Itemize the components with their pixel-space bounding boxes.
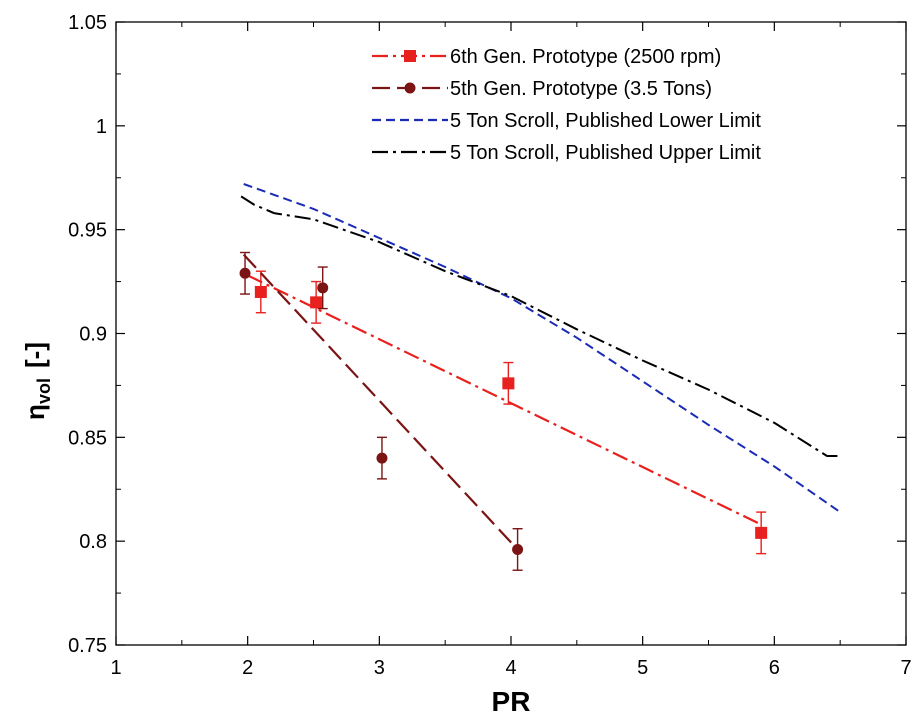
legend-label: 5 Ton Scroll, Published Upper Limit — [450, 142, 761, 164]
series-layer — [239, 183, 841, 571]
y-tick-label: 0.8 — [79, 531, 107, 553]
data-point — [502, 377, 515, 390]
data-point — [254, 285, 267, 298]
y-axis-title-unit: [-] — [20, 342, 50, 368]
x-axis-title: PR — [492, 686, 531, 717]
x-tick-label: 3 — [374, 657, 385, 679]
data-point — [239, 267, 251, 279]
fit-line — [247, 274, 762, 526]
y-tick-label: 0.75 — [68, 635, 107, 657]
y-axis-title: ηvol [-] — [20, 342, 54, 420]
legend-entry-3: 5 Ton Scroll, Published Lower Limit — [372, 110, 761, 132]
y-tick-label: 1 — [96, 116, 107, 138]
ticks-layer: 1 2 3 4 5 6 7 0.75 0.8 0.85 0.9 0.95 1 1.05 — [68, 12, 912, 679]
x-tick-label: 5 — [637, 657, 648, 679]
legend-marker — [404, 50, 416, 62]
plot-frame — [115, 21, 907, 646]
y-axis-title-subscript: vol — [34, 378, 54, 404]
legend-entry-1: 6th Gen. Prototype (2500 rpm) — [372, 46, 721, 68]
series-line — [243, 183, 841, 513]
series-3 — [243, 183, 841, 513]
legend-label: 5 Ton Scroll, Published Lower Limit — [450, 110, 761, 132]
legend-label: 5th Gen. Prototype (3.5 Tons) — [450, 78, 712, 100]
x-tick-label: 6 — [769, 657, 780, 679]
data-point — [512, 543, 524, 555]
y-tick-label: 0.9 — [79, 324, 107, 346]
data-point — [310, 296, 323, 309]
series-2 — [239, 251, 524, 571]
legend: 6th Gen. Prototype (2500 rpm) 5th Gen. Pr… — [372, 46, 761, 164]
legend-entry-4: 5 Ton Scroll, Published Upper Limit — [372, 142, 761, 164]
legend-marker — [404, 82, 416, 94]
series-1 — [247, 270, 768, 555]
x-tick-label: 2 — [242, 657, 253, 679]
y-tick-label: 0.85 — [68, 427, 107, 449]
fit-line — [242, 253, 519, 551]
series-line — [240, 195, 841, 457]
x-tick-label: 7 — [900, 657, 911, 679]
legend-label: 6th Gen. Prototype (2500 rpm) — [450, 46, 721, 68]
y-tick-label: 0.95 — [68, 220, 107, 242]
y-tick-label: 1.05 — [68, 12, 107, 34]
legend-entry-2: 5th Gen. Prototype (3.5 Tons) — [372, 78, 712, 100]
y-axis-title-symbol: η — [20, 404, 50, 420]
x-tick-label: 4 — [505, 657, 516, 679]
data-point — [317, 282, 329, 294]
data-point — [755, 526, 768, 539]
x-tick-label: 1 — [110, 657, 121, 679]
data-point — [376, 452, 388, 464]
series-4 — [240, 195, 841, 457]
